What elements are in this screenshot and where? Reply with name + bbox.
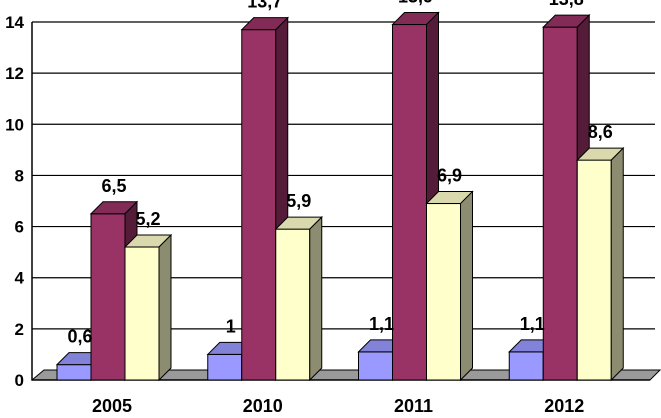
data-label: 1 — [226, 316, 236, 336]
bar-front — [241, 29, 277, 381]
x-tick-label: 2011 — [394, 396, 433, 416]
bar-front — [576, 159, 612, 381]
x-tick-label: 2012 — [544, 396, 584, 416]
bar — [425, 190, 474, 382]
bar-side — [460, 190, 473, 382]
data-label: 5,9 — [286, 191, 311, 211]
bar-side — [309, 215, 323, 382]
bar-front — [275, 228, 311, 381]
bar-front — [124, 246, 160, 381]
bar-front — [358, 351, 393, 381]
data-label: 13,8 — [549, 0, 584, 9]
y-tick-label: 10 — [5, 115, 24, 134]
data-label: 13,9 — [398, 0, 433, 7]
data-label: 0,6 — [67, 327, 92, 347]
y-tick-label: 0 — [15, 371, 24, 390]
y-tick-label: 12 — [5, 64, 24, 83]
data-label: 8,6 — [588, 122, 613, 142]
bar — [123, 233, 173, 382]
y-tick-label: 2 — [15, 320, 24, 339]
x-tick-label: 2010 — [243, 396, 283, 416]
bar-side — [610, 146, 624, 382]
bar-side — [158, 233, 172, 382]
data-label: 1,1 — [369, 314, 394, 334]
bars — [55, 11, 625, 382]
bar-front — [542, 26, 578, 381]
bar-front — [392, 24, 427, 381]
labels: 0,6 6,5 5,2 2005 1 13,7 5,9 2010 1,1 13,9 6,9 2011 1… — [67, 0, 612, 416]
data-label: 5,2 — [135, 209, 160, 229]
x-tick-label: 2005 — [92, 396, 132, 416]
data-label: 1,1 — [520, 314, 545, 334]
y-tick-label: 8 — [15, 166, 24, 185]
data-label: 6,9 — [437, 166, 462, 186]
bar-front — [56, 364, 92, 381]
y-tick-label: 4 — [15, 269, 25, 288]
data-label: 13,7 — [247, 0, 282, 12]
bar-front — [207, 353, 243, 381]
bar-front — [90, 213, 126, 381]
bar — [274, 215, 323, 382]
bar — [576, 146, 625, 382]
data-label: 6,5 — [101, 176, 126, 196]
bar-front — [426, 203, 461, 381]
bar-front — [508, 351, 544, 381]
y-tick-label: 14 — [5, 13, 24, 32]
y-tick-label: 6 — [15, 218, 24, 237]
